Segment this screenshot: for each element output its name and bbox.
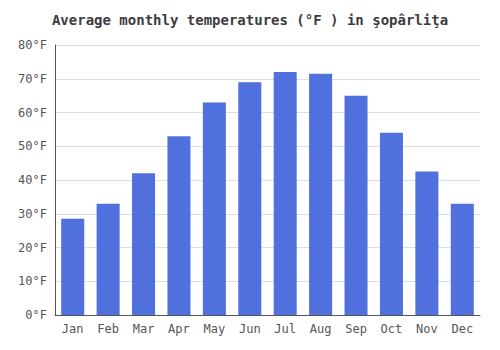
svg-text:80°F: 80°F	[18, 38, 47, 52]
svg-text:Mar: Mar	[133, 322, 155, 336]
svg-text:40°F: 40°F	[18, 173, 47, 187]
svg-text:Jul: Jul	[274, 322, 296, 336]
svg-text:60°F: 60°F	[18, 106, 47, 120]
svg-text:Oct: Oct	[381, 322, 403, 336]
svg-text:10°F: 10°F	[18, 274, 47, 288]
svg-text:May: May	[204, 322, 226, 336]
svg-text:Jun: Jun	[239, 322, 261, 336]
svg-text:70°F: 70°F	[18, 72, 47, 86]
svg-text:Nov: Nov	[416, 322, 438, 336]
svg-text:30°F: 30°F	[18, 207, 47, 221]
svg-text:Feb: Feb	[97, 322, 119, 336]
svg-text:Sep: Sep	[345, 322, 367, 336]
svg-text:0°F: 0°F	[25, 308, 47, 322]
svg-text:Aug: Aug	[310, 322, 332, 336]
svg-text:Dec: Dec	[451, 322, 473, 336]
svg-text:Average monthly temperatures (: Average monthly temperatures (°F ) in şo…	[52, 12, 448, 28]
svg-text:Jan: Jan	[62, 322, 84, 336]
svg-text:20°F: 20°F	[18, 241, 47, 255]
svg-text:50°F: 50°F	[18, 139, 47, 153]
svg-text:Apr: Apr	[168, 322, 190, 336]
